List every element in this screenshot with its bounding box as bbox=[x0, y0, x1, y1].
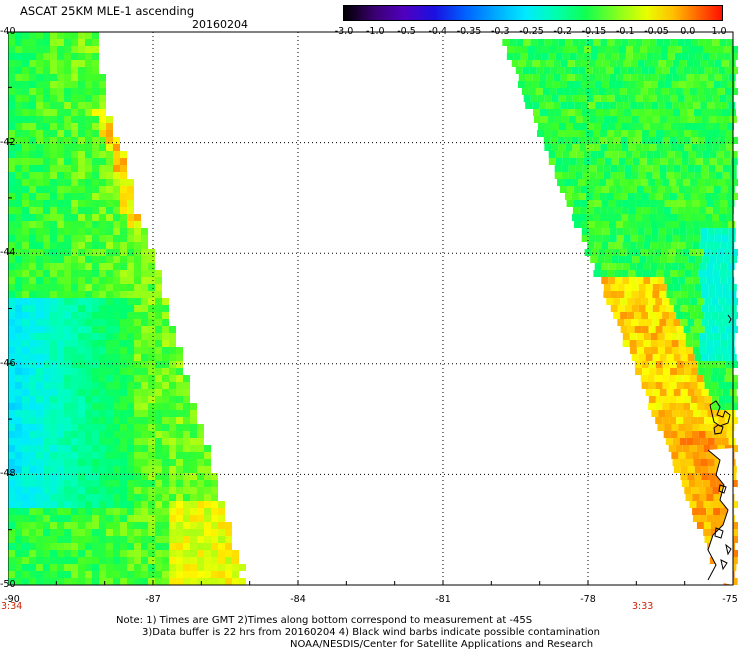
lat-label: -50 bbox=[0, 579, 16, 590]
lon-label: -78 bbox=[580, 594, 596, 605]
land-area bbox=[708, 448, 733, 585]
lon-label: -90 bbox=[4, 594, 20, 605]
coastline bbox=[725, 543, 732, 556]
coastline bbox=[713, 424, 724, 435]
lat-label: -48 bbox=[0, 468, 16, 480]
lat-label: -42 bbox=[0, 136, 16, 148]
lon-label: -75 bbox=[722, 594, 738, 605]
note-line-3: NOAA/NESDIS/Center for Satellite Applica… bbox=[290, 639, 594, 650]
lon-label: -84 bbox=[290, 594, 306, 605]
lat-label: -46 bbox=[0, 357, 16, 369]
coastline bbox=[707, 449, 729, 581]
coastline bbox=[720, 559, 728, 571]
lat-label: -44 bbox=[0, 247, 16, 259]
map-date: 20160204 bbox=[192, 18, 248, 31]
coastline bbox=[714, 527, 724, 539]
wind-swaths bbox=[8, 32, 738, 585]
time-left: 3:34 bbox=[1, 601, 23, 612]
plot-frame bbox=[8, 31, 734, 586]
coastline bbox=[718, 484, 727, 494]
lat-label: -40 bbox=[0, 26, 16, 37]
coastline bbox=[727, 314, 732, 324]
map-title: ASCAT 25KM MLE-1 ascending bbox=[20, 4, 195, 18]
map-plot bbox=[8, 31, 738, 586]
note-line-2: 3)Data buffer is 22 hrs from 20160204 4)… bbox=[142, 627, 600, 638]
colorbar bbox=[343, 5, 723, 21]
lon-label: -81 bbox=[435, 594, 451, 605]
lon-label: -87 bbox=[145, 594, 161, 605]
time-right: 3:33 bbox=[632, 601, 654, 612]
note-line-1: Note: 1) Times are GMT 2)Times along bot… bbox=[116, 615, 533, 626]
